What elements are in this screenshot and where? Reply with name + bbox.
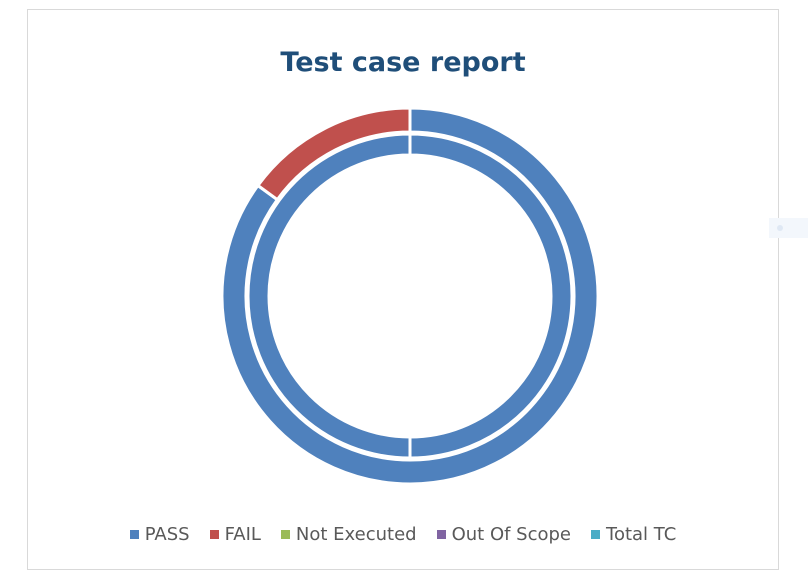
chart-area: Test case report PASS FAIL Not Executed Out… [27,9,779,570]
legend-swatch [280,530,290,539]
legend-label: Out Of Scope [451,524,572,545]
legend-item-total-tc: Total TC [591,524,676,545]
legend-item-not-executed: Not Executed [280,524,417,545]
legend-swatch [436,530,446,539]
side-marker [769,218,808,238]
legend-swatch [209,530,219,539]
legend-swatch [591,530,601,539]
legend-swatch [129,530,139,539]
legend-label: Total TC [606,524,677,545]
slice-pass-ring-2 [246,132,574,460]
legend-label: PASS [144,524,190,545]
legend: PASS FAIL Not Executed Out Of Scope Total TC [28,524,778,545]
legend-item-fail: FAIL [209,524,261,545]
chart-title: Test case report [280,47,526,78]
legend-label: Not Executed [295,524,417,545]
legend-label: FAIL [224,524,261,545]
slice-fail-ring-1 [255,106,412,202]
legend-item-pass: PASS [129,524,190,545]
donut-chart [220,106,600,486]
slice-pass-ring-1 [220,106,600,486]
legend-item-out-of-scope: Out Of Scope [436,524,572,545]
ring-group [220,106,600,486]
side-marker-dot [777,225,783,231]
